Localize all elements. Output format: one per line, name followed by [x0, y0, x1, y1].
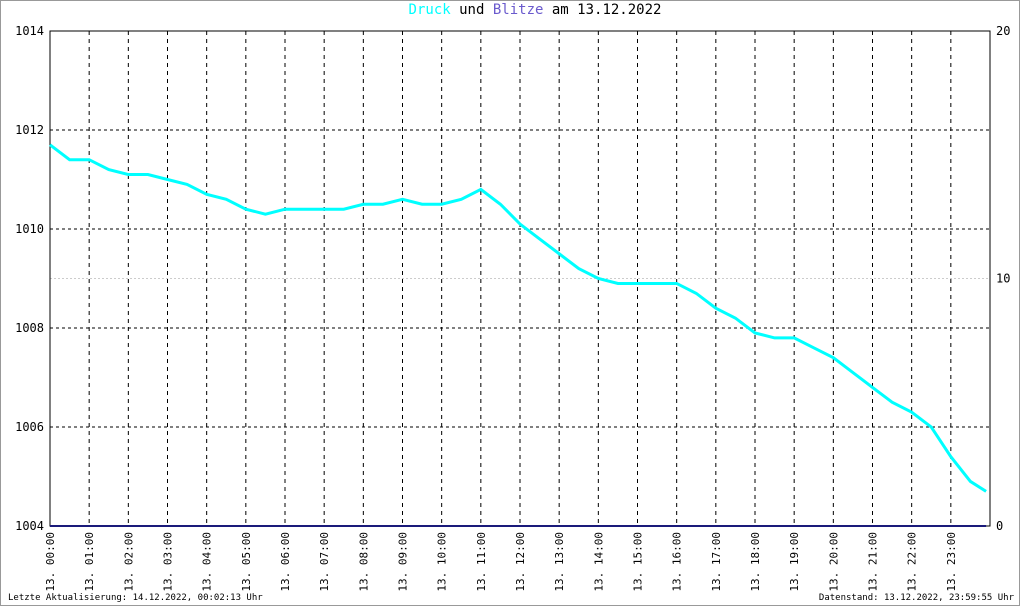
- x-tick-label: 13. 08:00: [357, 532, 370, 592]
- x-tick-label: 13. 00:00: [44, 532, 57, 592]
- x-tick-label: 13. 18:00: [749, 532, 762, 592]
- chart-title: Druck und Blitze am 13.12.2022: [409, 2, 662, 18]
- x-tick-label: 13. 05:00: [240, 532, 253, 592]
- y-tick-label: 1006: [15, 420, 44, 434]
- x-tick-label: 13. 10:00: [436, 532, 449, 592]
- title-series-1: Druck: [409, 2, 452, 18]
- x-tick-label: 13. 15:00: [632, 532, 645, 592]
- y2-tick-label: 20: [996, 24, 1010, 38]
- y-tick-label: 1008: [15, 321, 44, 335]
- x-tick-label: 13. 20:00: [827, 532, 840, 592]
- y2-tick-label: 0: [996, 519, 1003, 533]
- x-tick-label: 13. 23:00: [945, 532, 958, 592]
- x-tick-label: 13. 21:00: [867, 532, 880, 592]
- x-tick-label: 13. 16:00: [671, 532, 684, 592]
- x-tick-label: 13. 07:00: [318, 532, 331, 592]
- title-series-2: Blitze: [493, 2, 544, 18]
- x-tick-label: 13. 01:00: [83, 532, 96, 592]
- footer-right: Datenstand: 13.12.2022, 23:59:55 Uhr: [819, 593, 1015, 603]
- x-tick-label: 13. 11:00: [475, 532, 488, 592]
- y-tick-label: 1012: [15, 123, 44, 137]
- x-tick-label: 13. 12:00: [514, 532, 527, 592]
- x-tick-label: 13. 22:00: [906, 532, 919, 592]
- x-tick-label: 13. 14:00: [592, 532, 605, 592]
- x-tick-label: 13. 13:00: [553, 532, 566, 592]
- series-line: [49, 143, 987, 493]
- x-tick-label: 13. 19:00: [788, 532, 801, 592]
- x-tick-label: 13. 17:00: [710, 532, 723, 592]
- x-tick-label: 13. 02:00: [122, 532, 135, 592]
- x-tick-label: 13. 09:00: [397, 532, 410, 592]
- x-tick-label: 13. 03:00: [162, 532, 175, 592]
- y-tick-label: 1010: [15, 222, 44, 236]
- y-tick-label: 1014: [15, 24, 44, 38]
- title-text: am 13.12.2022: [552, 2, 662, 18]
- footer-left: Letzte Aktualisierung: 14.12.2022, 00:02…: [8, 593, 263, 603]
- y-tick-label: 1004: [15, 519, 44, 533]
- x-tick-label: 13. 06:00: [279, 532, 292, 592]
- title-text: und: [459, 2, 484, 18]
- x-tick-label: 13. 04:00: [201, 532, 214, 592]
- y2-tick-label: 10: [996, 272, 1010, 286]
